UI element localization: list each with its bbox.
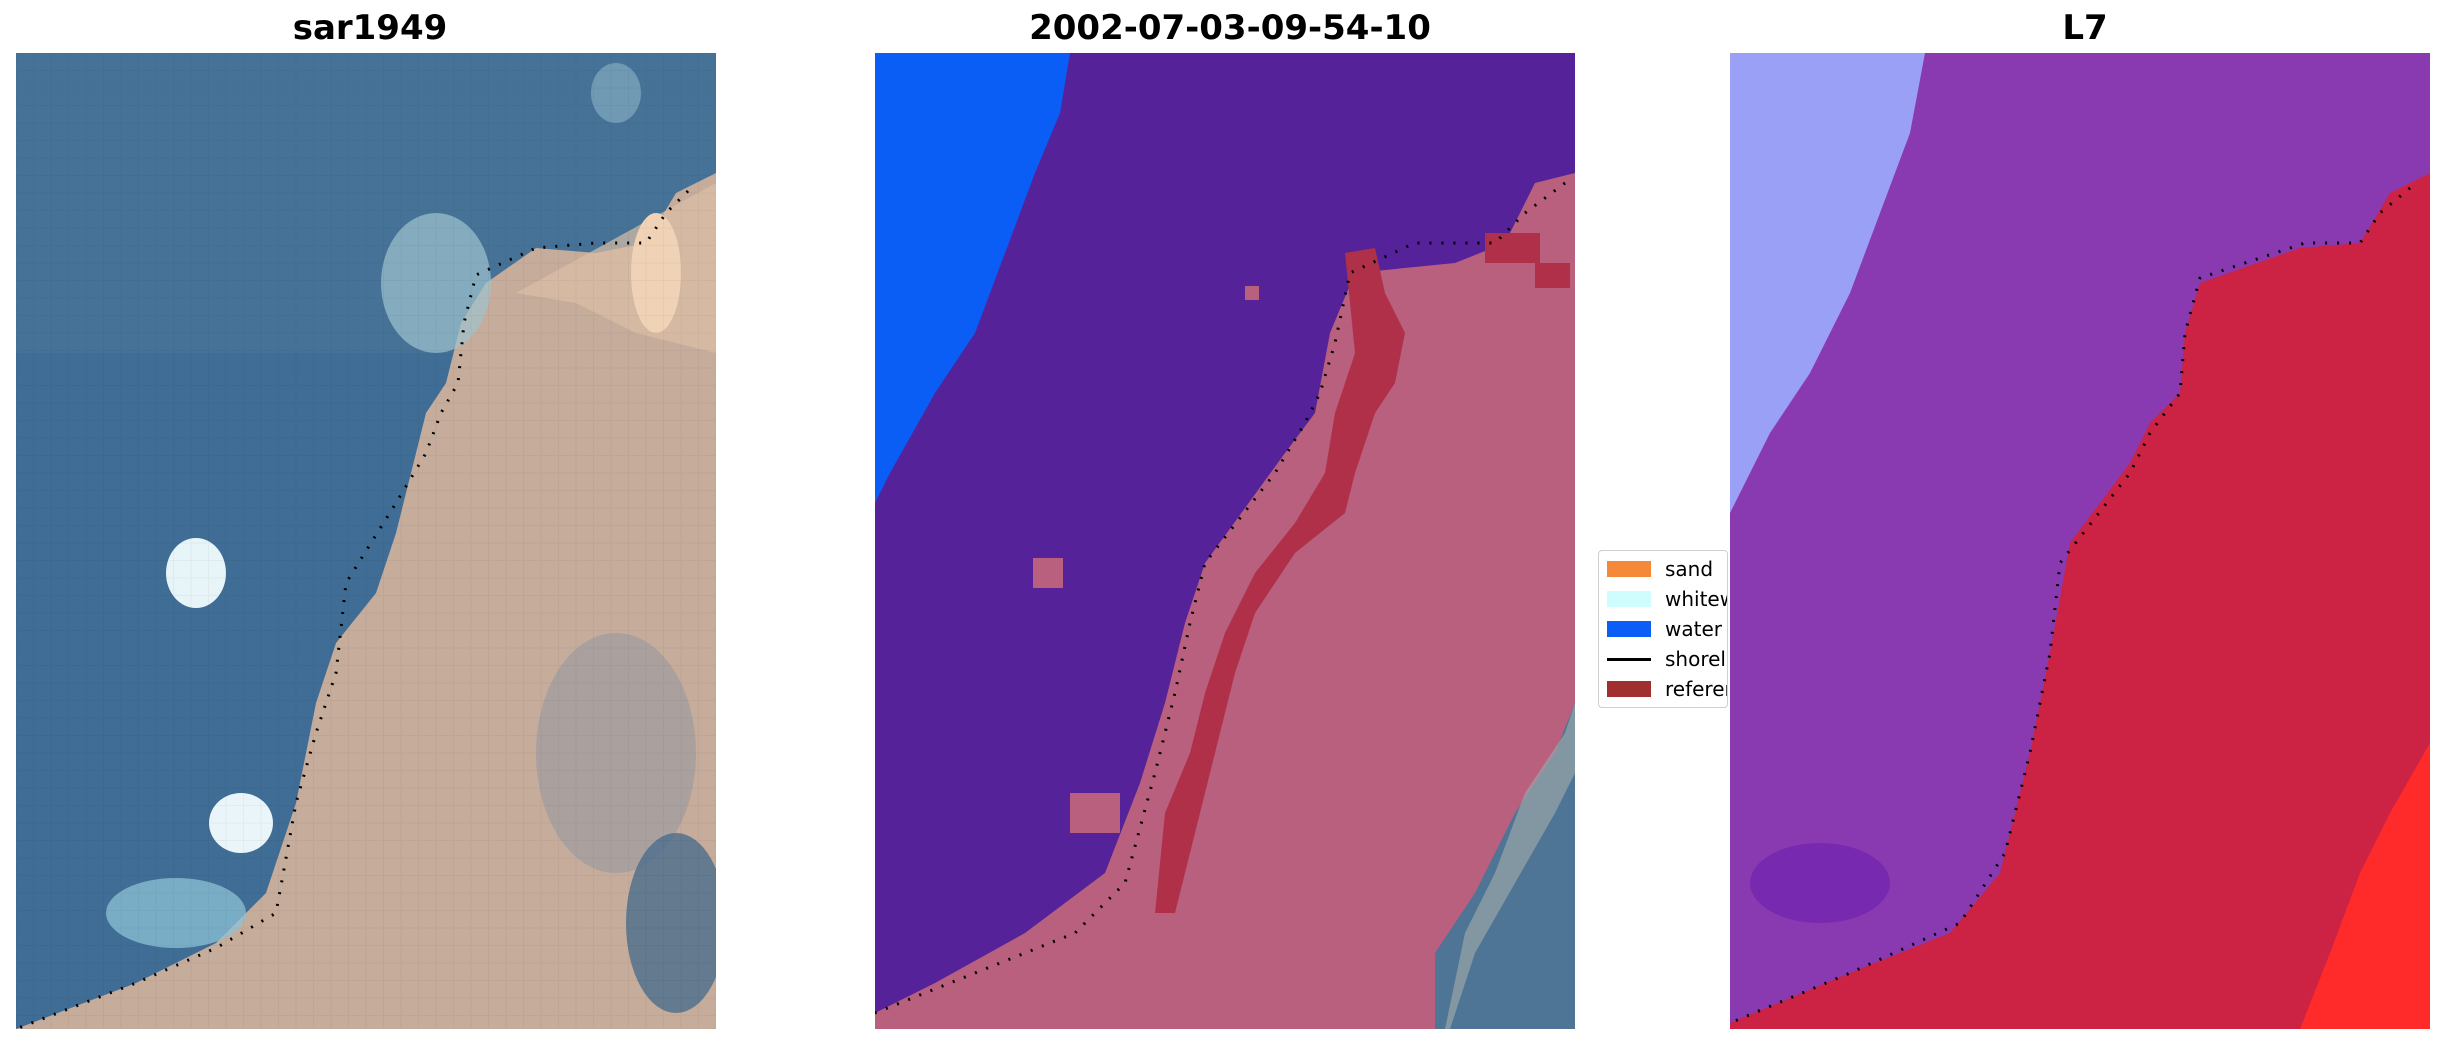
sand-swatch [1607, 561, 1651, 577]
l7-open-water-region [1730, 53, 1925, 513]
reference-sand-region [1155, 248, 1405, 913]
water-class-region [875, 53, 1070, 503]
legend-item-water: water [1607, 615, 1722, 643]
reference-swatch [1607, 681, 1651, 697]
panel-sar1949-image [16, 53, 716, 1029]
shoreline-dotted [875, 181, 1566, 1015]
panel-title-date: 2002-07-03-09-54-10 [1029, 8, 1431, 48]
panel-title-l7: L7 [2062, 8, 2108, 48]
l7-land-area [1730, 173, 2430, 1029]
legend-label: sand [1665, 557, 1714, 581]
classified-land-area [875, 173, 1575, 1029]
legend-label: shorel [1665, 647, 1726, 671]
whitewater-swatch [1607, 591, 1651, 607]
legend-label: referen [1665, 677, 1727, 701]
legend-item-sand: sand [1607, 555, 1713, 583]
panel-l7-image [1730, 53, 2430, 1029]
legend-label: water [1665, 617, 1722, 641]
legend-item-shoreline: shorel [1607, 645, 1726, 673]
water-swatch [1607, 621, 1651, 637]
panel-title-sar1949: sar1949 [292, 8, 448, 48]
shoreline-swatch [1607, 657, 1651, 661]
legend-item-reference: referen [1607, 675, 1727, 703]
panel-classification-image [875, 53, 1575, 1029]
